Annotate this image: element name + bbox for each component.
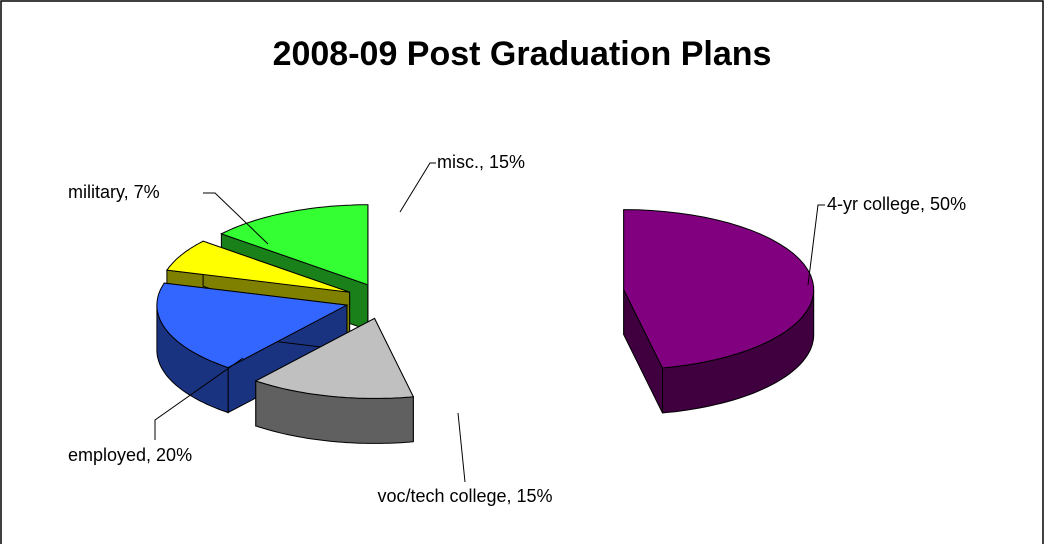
slice-top xyxy=(623,209,815,369)
slice-top xyxy=(165,240,350,293)
slice-top xyxy=(254,317,415,399)
data-label: military, 7% xyxy=(68,182,160,202)
leader-line xyxy=(154,357,244,440)
leader-line xyxy=(203,192,269,245)
data-label: employed, 20% xyxy=(68,445,192,465)
slice-top xyxy=(220,204,369,286)
chart-title: 2008-09 Post Graduation Plans xyxy=(273,35,772,73)
pie-slice xyxy=(254,317,415,444)
data-label: voc/tech college, 15% xyxy=(377,486,552,506)
data-label: misc., 15% xyxy=(437,152,525,172)
leader-line xyxy=(399,162,436,213)
pie-slice xyxy=(623,209,815,414)
leader-line xyxy=(807,204,825,286)
slice-top xyxy=(156,282,349,369)
data-label: 4-yr college, 50% xyxy=(827,194,966,214)
leader-line xyxy=(457,412,466,483)
